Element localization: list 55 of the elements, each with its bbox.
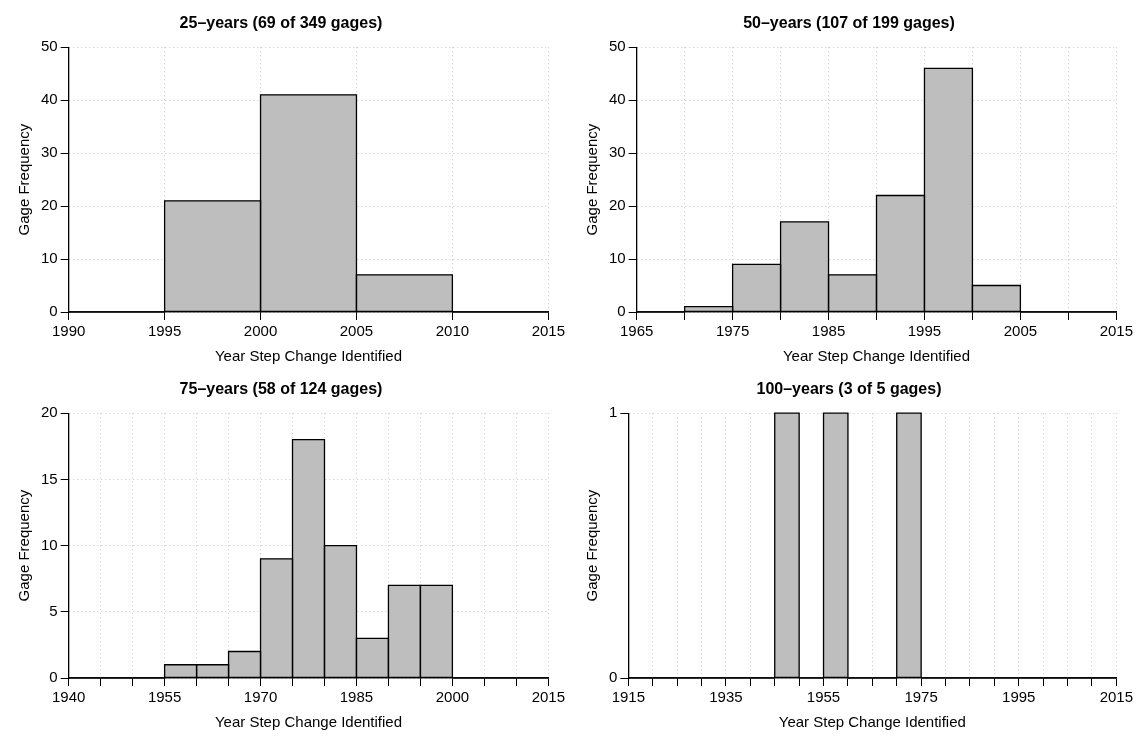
x-tick-label: 2015 [1099,322,1133,340]
x-tick-label: 2015 [531,688,565,706]
y-tick-label: 20 [41,403,58,421]
x-tick-label: 1975 [715,322,750,340]
x-tick-label: 2010 [435,322,470,340]
y-axis-title: Gage Frequency [583,489,601,602]
x-axis-title: Year Step Change Identified [214,347,403,365]
y-tick-label: 20 [41,196,58,214]
chart-title: 75–years (58 of 124 gages) [179,380,383,398]
x-tick-label: 1985 [339,688,374,706]
x-tick-label: 2015 [531,322,565,340]
x-tick-label: 1985 [811,322,846,340]
x-tick-label: 1915 [611,688,646,706]
y-tick-label: 5 [49,601,58,619]
y-tick-label: 15 [41,469,58,487]
x-tick-label: 1995 [907,322,942,340]
y-axis-title: Gage Frequency [583,123,601,236]
y-tick-label: 50 [41,37,58,55]
y-tick-label: 40 [41,90,58,108]
x-tick-label: 1935 [709,688,743,706]
y-tick-label: 10 [41,535,58,553]
x-tick-label: 1965 [620,322,654,340]
x-tick-label: 2000 [435,688,470,706]
x-tick-label: 1990 [52,322,86,340]
y-tick-label: 50 [609,37,626,55]
x-tick-label: 1975 [904,688,938,706]
x-tick-label: 1955 [147,688,182,706]
chart-title: 100–years (3 of 5 gages) [756,380,942,398]
x-tick-label: 1970 [243,688,278,706]
x-axis-title: Year Step Change Identified [782,347,971,365]
x-tick-label: 1940 [52,688,86,706]
y-axis-title: Gage Frequency [15,123,33,236]
y-tick-label: 20 [609,196,626,214]
x-tick-label: 1995 [1002,688,1036,706]
x-axis-title: Year Step Change Identified [778,713,966,731]
y-tick-label: 0 [49,668,58,686]
x-tick-label: 2000 [243,322,278,340]
y-tick-label: 0 [609,668,618,686]
y-tick-label: 0 [49,302,58,320]
y-tick-label: 40 [609,90,626,108]
y-tick-label: 1 [609,403,618,421]
y-tick-label: 30 [609,143,626,161]
y-tick-label: 10 [41,249,58,267]
chart-title: 50–years (107 of 199 gages) [743,14,955,32]
x-axis-title: Year Step Change Identified [214,713,403,731]
y-tick-label: 30 [41,143,58,161]
x-tick-label: 2005 [339,322,374,340]
x-tick-label: 1995 [147,322,182,340]
y-axis-title: Gage Frequency [15,489,33,602]
chart-title: 25–years (69 of 349 gages) [179,14,383,32]
x-tick-label: 1955 [806,688,841,706]
x-tick-label: 2005 [1003,322,1038,340]
y-tick-label: 0 [617,302,626,320]
y-tick-label: 10 [609,249,626,267]
x-tick-label: 2015 [1099,688,1133,706]
